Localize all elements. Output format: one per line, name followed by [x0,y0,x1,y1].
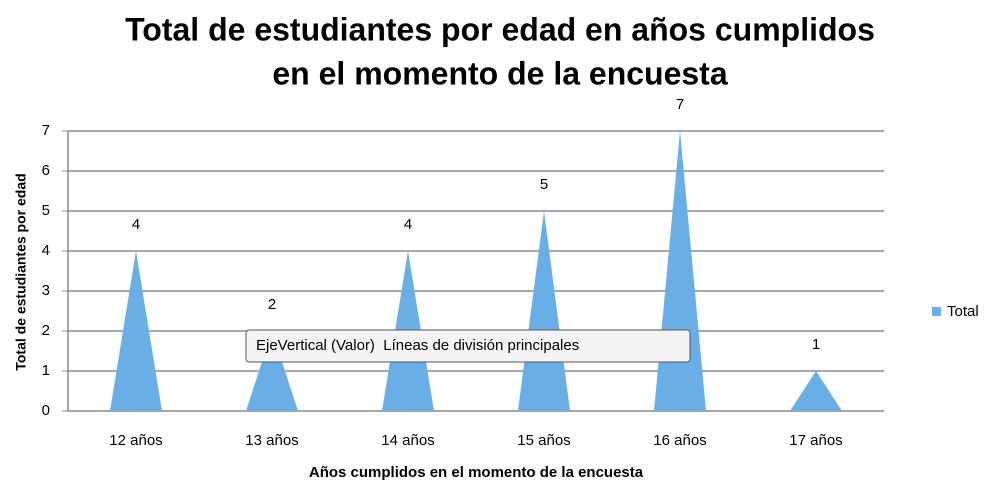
x-tick-label: 15 años [517,432,570,449]
tooltip-box [245,329,691,363]
chart-title: en el momento de la encuesta [272,55,727,91]
y-tick-label: 6 [42,162,50,179]
legend-label: Total [947,303,979,320]
data-label: 4 [132,216,140,233]
chart-title: Total de estudiantes por edad en años cu… [125,11,875,47]
y-tick-label: 5 [42,202,50,219]
y-tick-label: 2 [42,322,50,339]
bar [110,251,162,411]
x-tick-label: 16 años [653,432,706,449]
x-tick-label: 12 años [109,432,162,449]
bar [790,371,842,411]
bar [246,331,298,411]
x-tick-label: 17 años [789,432,842,449]
legend-swatch [932,307,941,316]
y-tick-label: 4 [42,242,50,259]
data-label: 2 [268,296,276,313]
bar [654,131,706,411]
tooltip-text: EjeVertical (Valor) Líneas de división p… [256,337,579,354]
bar [518,211,570,411]
y-tick-label: 0 [42,402,50,419]
data-label: 4 [404,216,412,233]
y-tick-label: 1 [42,362,50,379]
y-tick-label: 7 [42,122,50,139]
x-axis-label: Años cumplidos en el momento de la encue… [309,464,644,481]
data-label: 5 [540,176,548,193]
data-label: 1 [812,336,820,353]
y-axis-label: Total de estudiantes por edad [13,173,29,370]
data-label: 7 [676,96,684,113]
x-tick-label: 14 años [381,432,434,449]
x-tick-label: 13 años [245,432,298,449]
y-tick-label: 3 [42,282,50,299]
